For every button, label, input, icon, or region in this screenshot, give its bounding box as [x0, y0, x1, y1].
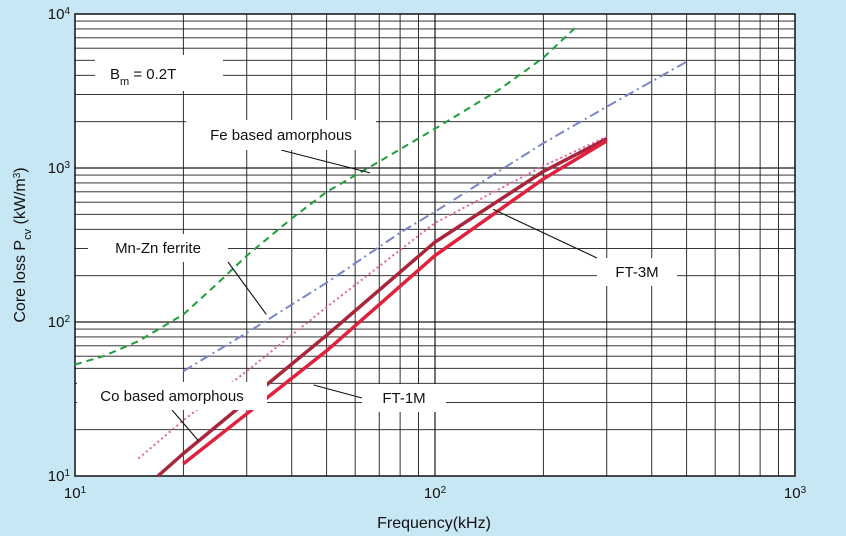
annotation-box — [597, 258, 677, 286]
annotation-leader-line — [171, 409, 199, 441]
annotation-label: FT-1M — [382, 390, 425, 407]
x-axis-title: Frequency(kHz) — [377, 515, 491, 532]
y-axis-title: Core loss Pcv (kW/m3) — [12, 167, 35, 322]
annotation-label: FT-3M — [615, 264, 658, 281]
annotation-box — [362, 384, 446, 412]
series-mn-zn-ferrite-line — [182, 60, 688, 372]
annotation-label: Mn-Zn ferrite — [115, 240, 201, 257]
y-tick-label: 103 — [48, 160, 71, 178]
annotation-box — [77, 382, 267, 410]
annotation-fe-based-amorphous: Fe based amorphous — [186, 120, 376, 174]
annotation-mn-zn-ferrite: Mn-Zn ferrite — [88, 234, 267, 315]
tick-label-layer: 101 102 103 101 102 103 104 — [48, 6, 807, 503]
annotation-leader-line — [313, 384, 363, 399]
y-tick-label: 101 — [48, 468, 71, 486]
annotation-layer: Fe based amorphous Mn-Zn ferrite FT-3M Co b… — [77, 55, 677, 441]
annotation-ft-3m: FT-3M — [492, 208, 677, 286]
x-tick-label: 101 — [64, 485, 87, 503]
annotation-leader-line — [280, 149, 371, 174]
annotation-box — [88, 234, 228, 262]
series-co-based-amorphous-line — [137, 135, 608, 460]
annotation-ft-1m: FT-1M — [313, 384, 446, 412]
condition-box: Bm = 0.2T — [95, 55, 223, 91]
x-tick-label: 102 — [424, 485, 447, 503]
series-layer — [74, 24, 688, 478]
y-tick-label: 104 — [48, 6, 71, 24]
annotation-label: Fe based amorphous — [210, 127, 352, 144]
condition-label: Bm = 0.2T — [110, 66, 176, 88]
annotation-co-based-amorphous: Co based amorphous — [77, 382, 267, 441]
grid — [74, 13, 796, 477]
series-ft-1m-line — [156, 137, 608, 478]
annotation-box — [186, 120, 376, 150]
plot-frame — [74, 13, 796, 477]
series-ft-3m-line — [182, 139, 608, 466]
x-tick-label: 103 — [784, 485, 807, 503]
y-tick-label: 102 — [48, 314, 71, 332]
annotation-label: Co based amorphous — [100, 388, 243, 405]
annotation-leader-line — [227, 261, 267, 315]
series-fe-based-amorphous-line — [74, 24, 579, 366]
annotation-leader-line — [492, 208, 598, 259]
